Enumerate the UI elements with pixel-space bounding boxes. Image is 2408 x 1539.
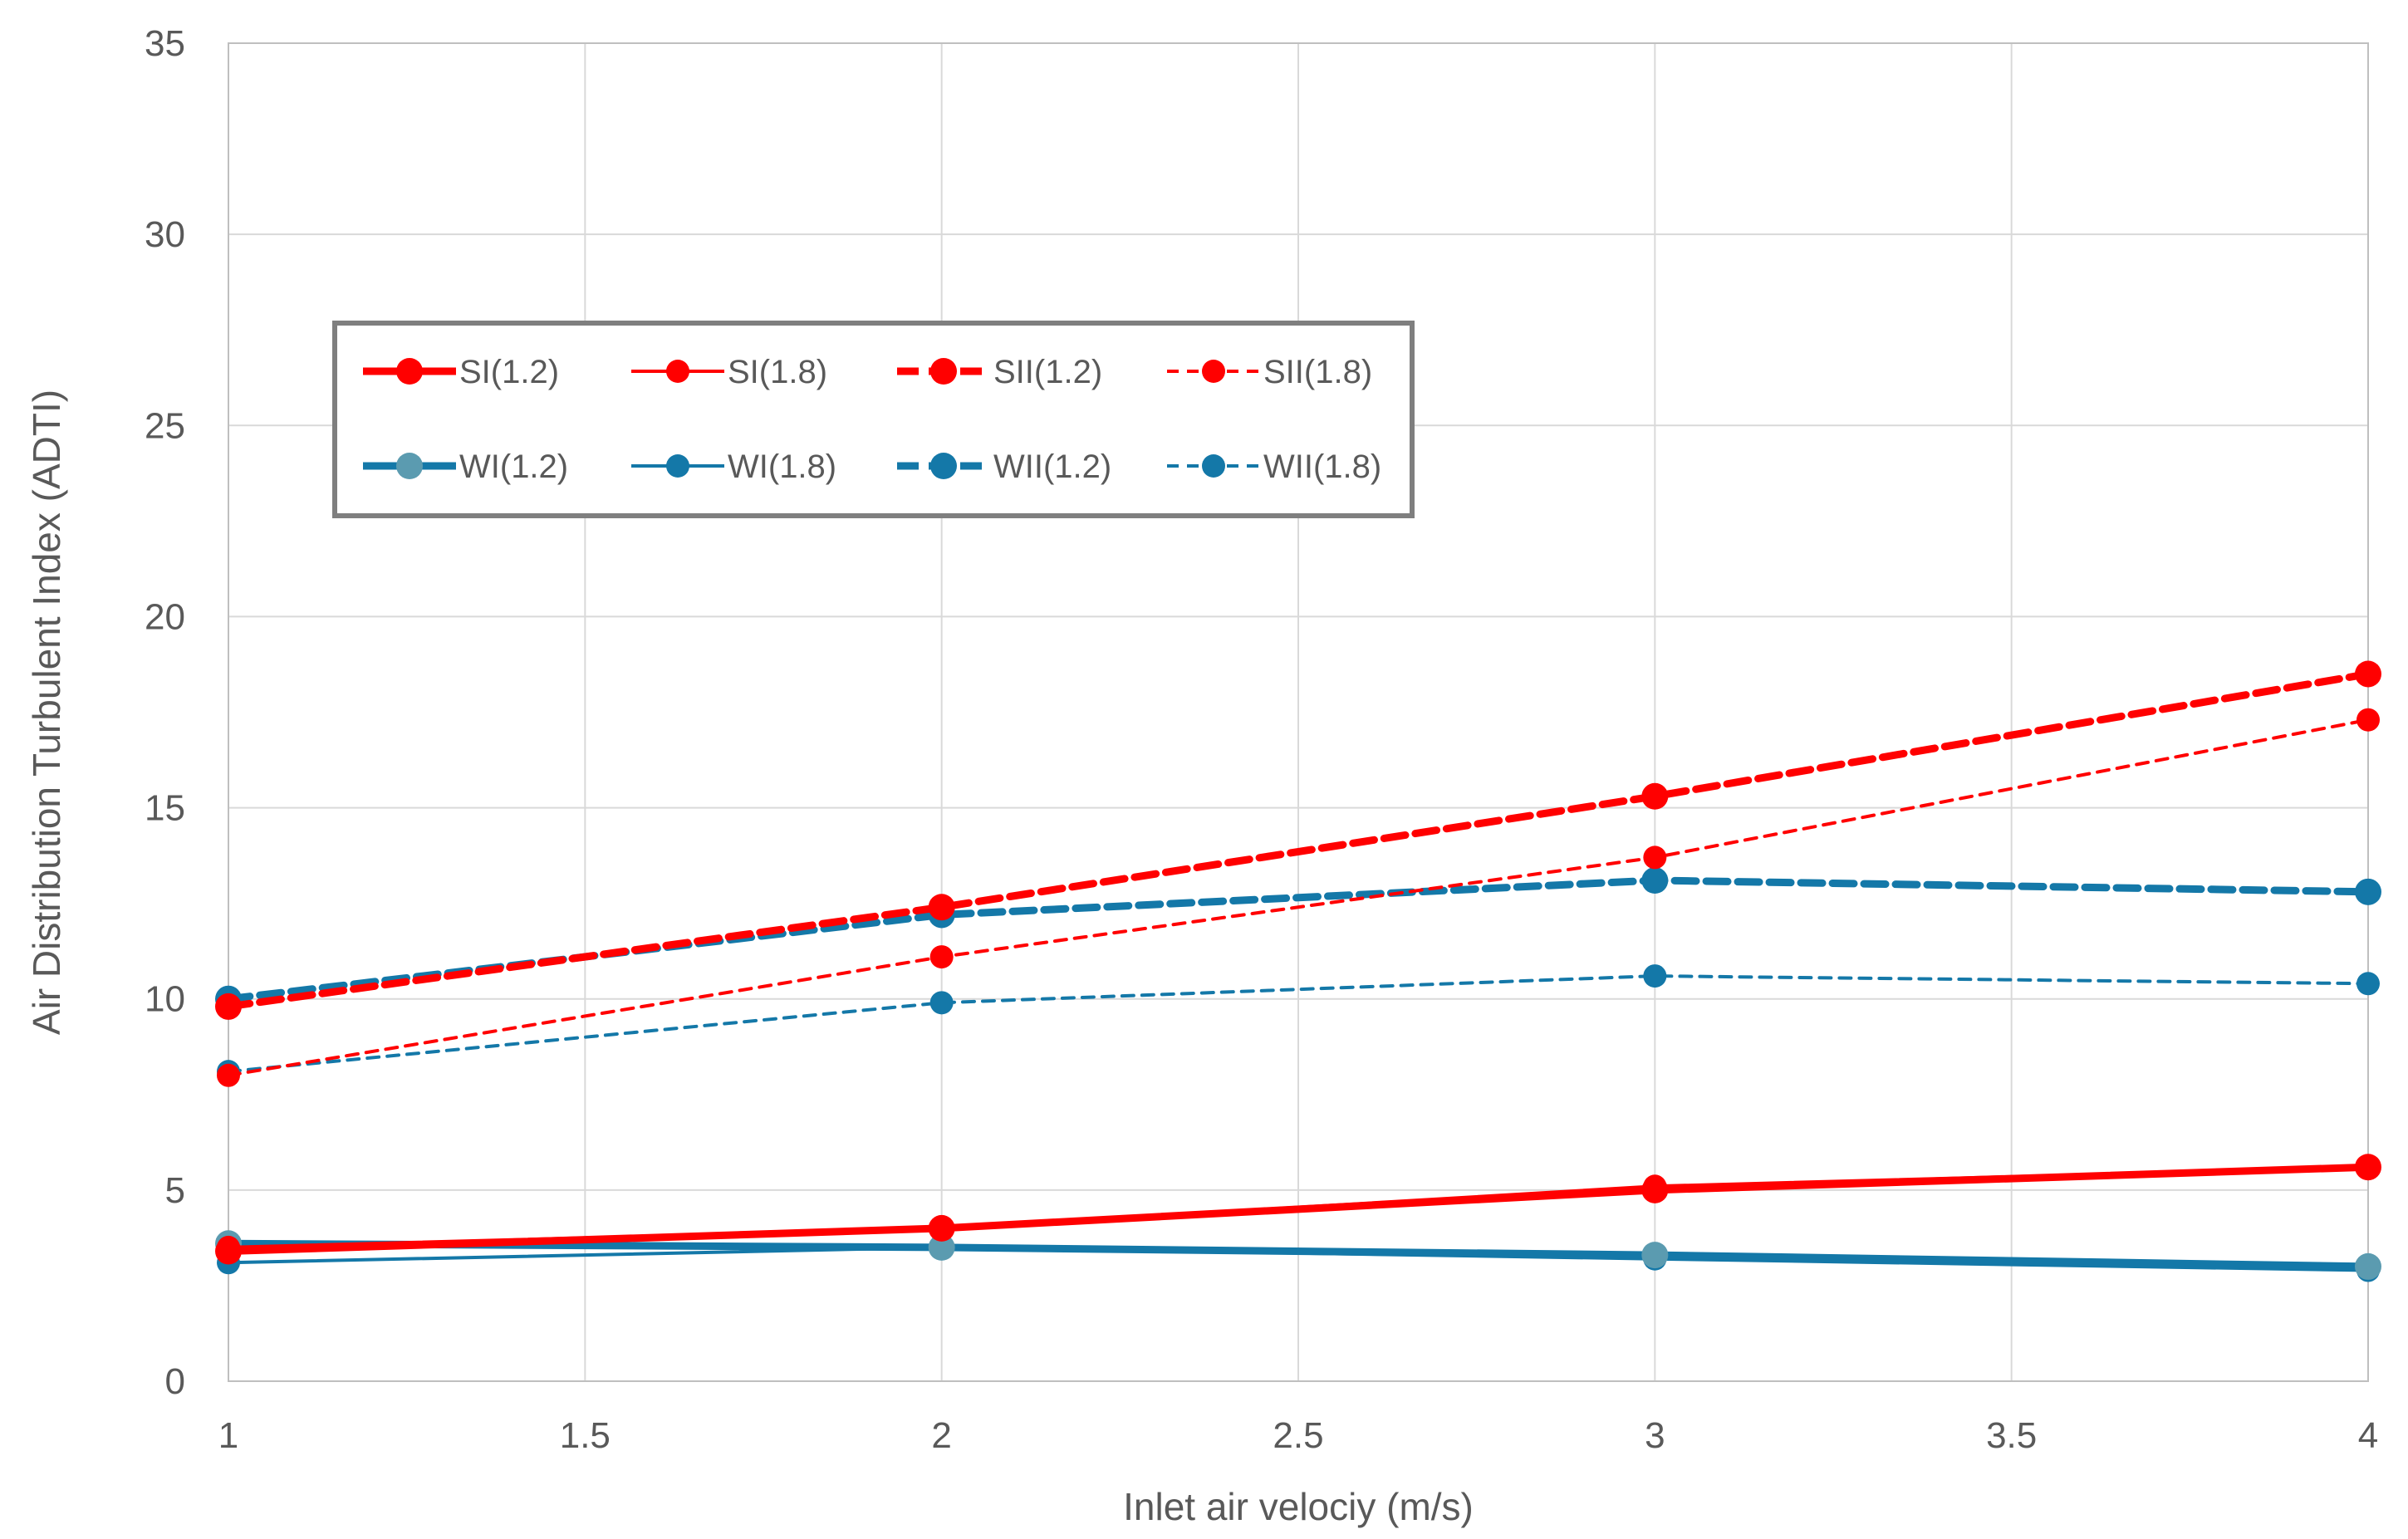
x-tick-label: 4	[2358, 1415, 2378, 1456]
y-tick-label: 35	[145, 23, 185, 64]
data-point	[929, 991, 954, 1015]
legend-swatch-marker	[666, 360, 689, 383]
data-point	[929, 945, 954, 969]
legend-item: WI(1.2)	[363, 448, 568, 485]
legend-box	[332, 321, 1415, 518]
legend-label: SI(1.2)	[459, 354, 559, 390]
legend-label: WII(1.8)	[1263, 448, 1381, 485]
y-tick-label: 30	[145, 214, 185, 255]
series-line	[224, 1239, 2372, 1271]
x-tick-label: 1.5	[560, 1415, 611, 1456]
legend-label: WI(1.8)	[728, 448, 836, 485]
x-tick-label: 1	[218, 1415, 238, 1456]
data-point	[2355, 878, 2381, 905]
data-point	[1641, 1242, 1669, 1269]
y-tick-label: 15	[145, 788, 185, 829]
y-tick-label: 5	[165, 1170, 185, 1211]
legend: SI(1.2) SI(1.8) SII(1.2) SII(1.8) WI(1.2) WI(…	[332, 321, 1415, 518]
data-point	[1641, 867, 1669, 894]
data-point	[2355, 660, 2381, 688]
data-point	[928, 1233, 955, 1261]
y-axis-title: Air Distribution Turbulent Index (ADTI)	[25, 390, 68, 1035]
legend-swatch-marker	[396, 453, 423, 479]
data-point	[217, 1063, 240, 1087]
data-point	[1641, 782, 1669, 810]
x-tick-label: 3	[1645, 1415, 1665, 1456]
legend-swatch-marker	[1202, 454, 1225, 478]
series-SII(1.2)	[215, 660, 2381, 1020]
legend-swatch-marker	[1202, 360, 1225, 383]
series-SII(1.8)	[217, 708, 2380, 1087]
y-tick-label: 10	[145, 979, 185, 1020]
legend-label: SII(1.2)	[993, 354, 1102, 390]
legend-label: WII(1.2)	[993, 448, 1111, 485]
legend-item: SI(1.2)	[363, 354, 559, 390]
x-axis-title: Inlet air velociy (m/s)	[1123, 1485, 1474, 1528]
legend-item: SII(1.8)	[1167, 354, 1372, 390]
series-line	[227, 718, 2370, 1077]
y-tick-label: 20	[145, 596, 185, 637]
series-SI(1.2)	[215, 1154, 2381, 1265]
legend-swatch-marker	[930, 358, 957, 385]
legend-swatch-marker	[930, 453, 957, 479]
legend-label: WI(1.2)	[459, 448, 568, 485]
legend-item: WI(1.8)	[631, 448, 836, 485]
x-axis-ticks: 1 1.5 2 2.5 3 3.5 4	[218, 1415, 2378, 1456]
legend-label: SII(1.8)	[1263, 354, 1372, 390]
y-axis-ticks: 0 5 10 15 20 25 30 35	[145, 23, 185, 1402]
legend-label: SI(1.8)	[728, 354, 827, 390]
data-point	[1643, 964, 1667, 988]
x-tick-label: 3.5	[1986, 1415, 2037, 1456]
data-point	[215, 1238, 242, 1265]
y-tick-label: 0	[165, 1361, 185, 1402]
data-point	[928, 1214, 955, 1242]
legend-item: WII(1.2)	[897, 448, 1111, 485]
data-point	[1643, 845, 1667, 870]
x-tick-label: 2.5	[1273, 1415, 1323, 1456]
data-point	[2355, 1252, 2381, 1280]
series-line	[227, 974, 2370, 1074]
series-layer	[215, 660, 2381, 1282]
legend-item: SII(1.2)	[897, 354, 1102, 390]
y-tick-label: 25	[145, 405, 185, 446]
data-point	[215, 993, 242, 1020]
data-point	[928, 894, 955, 921]
series-line	[224, 1163, 2372, 1256]
legend-swatch-marker	[396, 358, 423, 385]
x-tick-label: 2	[931, 1415, 951, 1456]
data-point	[2357, 708, 2380, 732]
legend-swatch-marker	[666, 454, 689, 478]
series-line	[224, 669, 2372, 1011]
data-point	[1641, 1176, 1669, 1203]
legend-item: WII(1.8)	[1167, 448, 1381, 485]
data-point	[2357, 972, 2380, 996]
legend-item: SI(1.8)	[631, 354, 827, 390]
data-point	[2355, 1154, 2381, 1181]
